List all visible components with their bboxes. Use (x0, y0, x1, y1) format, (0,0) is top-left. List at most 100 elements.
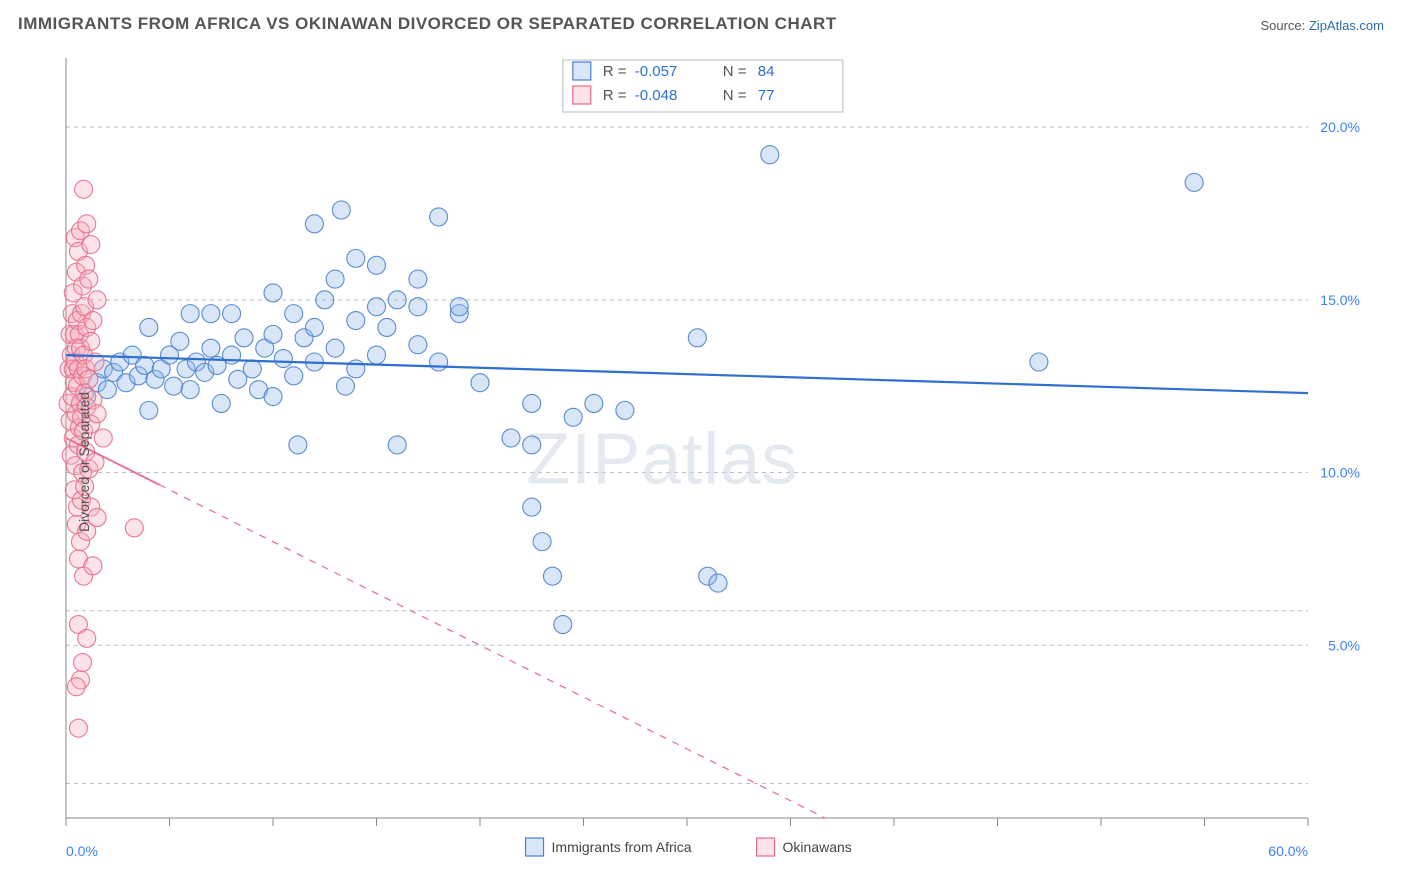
data-point (326, 339, 344, 357)
data-point (202, 339, 220, 357)
stat-r-value: -0.057 (635, 63, 678, 80)
data-point (171, 332, 189, 350)
data-point (332, 201, 350, 219)
source-prefix: Source: (1260, 18, 1308, 33)
data-point (554, 616, 572, 634)
data-point (1185, 173, 1203, 191)
data-point (165, 377, 183, 395)
data-point (80, 370, 98, 388)
source-link[interactable]: ZipAtlas.com (1309, 18, 1384, 33)
data-point (347, 312, 365, 330)
legend-swatch (573, 86, 591, 104)
data-point (326, 270, 344, 288)
data-point (80, 270, 98, 288)
data-point (368, 256, 386, 274)
data-point (709, 574, 727, 592)
data-point (347, 249, 365, 267)
data-point (688, 329, 706, 347)
data-point (140, 401, 158, 419)
stat-r-label: R = (603, 63, 627, 80)
y-tick-label: 15.0% (1320, 292, 1360, 308)
data-point (430, 353, 448, 371)
data-point (368, 298, 386, 316)
data-point (78, 629, 96, 647)
data-point (125, 519, 143, 537)
data-point (347, 360, 365, 378)
data-point (388, 436, 406, 454)
data-point (409, 336, 427, 354)
data-point (274, 350, 292, 368)
data-point (409, 270, 427, 288)
legend-swatch (573, 62, 591, 80)
legend-swatch (526, 838, 544, 856)
data-point (305, 318, 323, 336)
data-point (67, 678, 85, 696)
data-point (564, 408, 582, 426)
y-tick-label: 5.0% (1328, 637, 1360, 653)
data-point (616, 401, 634, 419)
legend-label: Okinawans (783, 839, 852, 855)
data-point (235, 329, 253, 347)
data-point (69, 719, 87, 737)
trend-line-dashed (159, 485, 825, 818)
y-tick-label: 20.0% (1320, 119, 1360, 135)
data-point (264, 325, 282, 343)
data-point (88, 291, 106, 309)
y-axis-label: Divorced or Separated (76, 392, 92, 532)
data-point (430, 208, 448, 226)
data-point (202, 305, 220, 323)
data-point (450, 298, 468, 316)
data-point (289, 436, 307, 454)
data-point (543, 567, 561, 585)
data-point (409, 298, 427, 316)
data-point (264, 284, 282, 302)
data-point (533, 533, 551, 551)
stat-r-value: -0.048 (635, 87, 678, 104)
scatter-chart: ZIPatlas 0.0% 60.0% 5.0% 10.0% 15.0% 20.0% R =-… (18, 50, 1388, 874)
stat-r-label: R = (603, 87, 627, 104)
data-point (78, 215, 96, 233)
data-point (84, 312, 102, 330)
stat-n-label: N = (723, 87, 747, 104)
data-point (336, 377, 354, 395)
data-point (1030, 353, 1048, 371)
data-point (523, 394, 541, 412)
data-point (285, 367, 303, 385)
x-tick-label: 0.0% (66, 843, 98, 859)
chart-container: Divorced or Separated ZIPatlas 0.0% 60.0% 5… (18, 50, 1388, 874)
data-point (523, 436, 541, 454)
data-point (523, 498, 541, 516)
data-point (82, 332, 100, 350)
data-point (316, 291, 334, 309)
data-point (223, 305, 241, 323)
x-tick-label: 60.0% (1268, 843, 1308, 859)
data-point (74, 654, 92, 672)
data-point (388, 291, 406, 309)
legend-label: Immigrants from Africa (552, 839, 692, 855)
data-point (75, 180, 93, 198)
data-point (243, 360, 261, 378)
data-point (181, 381, 199, 399)
data-point (264, 388, 282, 406)
y-tick-label: 10.0% (1320, 465, 1360, 481)
data-point (140, 318, 158, 336)
stat-n-value: 77 (758, 87, 775, 104)
data-point (181, 305, 199, 323)
stat-n-label: N = (723, 63, 747, 80)
watermark: ZIPatlas (526, 420, 798, 500)
data-point (84, 557, 102, 575)
data-point (471, 374, 489, 392)
data-point (285, 305, 303, 323)
data-point (94, 429, 112, 447)
data-point (585, 394, 603, 412)
data-point (305, 215, 323, 233)
data-point (761, 146, 779, 164)
data-point (212, 394, 230, 412)
legend-swatch (757, 838, 775, 856)
data-point (502, 429, 520, 447)
chart-title: IMMIGRANTS FROM AFRICA VS OKINAWAN DIVOR… (18, 14, 837, 34)
data-point (82, 236, 100, 254)
stat-n-value: 84 (758, 63, 775, 80)
source-attribution: Source: ZipAtlas.com (1260, 18, 1384, 33)
data-point (368, 346, 386, 364)
